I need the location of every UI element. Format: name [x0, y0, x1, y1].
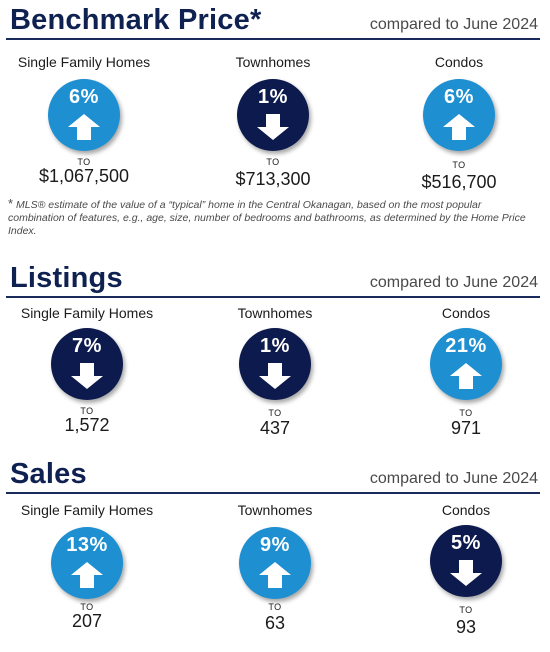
arrow-down-icon	[257, 114, 289, 140]
percent-change: 1%	[258, 86, 288, 108]
to-label: TO	[80, 406, 94, 416]
to-label: TO	[268, 408, 282, 418]
percent-change: 21%	[445, 335, 487, 357]
footnote-star: *	[8, 196, 14, 211]
listings-header: Listings compared to June 2024	[6, 258, 540, 298]
category-label: Single Family Homes	[17, 54, 151, 70]
value: 971	[450, 418, 482, 438]
benchmark-title: Benchmark Price*	[10, 4, 262, 36]
to-label: TO	[459, 408, 473, 418]
footnote-text: MLS® estimate of the value of a “typical…	[8, 199, 526, 237]
category-label: Condos	[434, 54, 484, 70]
to-label: TO	[266, 157, 280, 167]
arrow-down-icon	[450, 560, 482, 586]
category-label: Condos	[441, 305, 491, 321]
sales-subtitle: compared to June 2024	[369, 470, 538, 487]
arrow-up-icon	[71, 562, 103, 588]
arrow-up-icon	[443, 114, 475, 140]
change-badge: 1%	[237, 79, 309, 151]
percent-change: 5%	[451, 532, 481, 554]
change-badge: 1%	[239, 328, 311, 400]
percent-change: 6%	[444, 86, 474, 108]
value: 93	[455, 617, 477, 637]
to-label: TO	[268, 602, 282, 612]
to-label: TO	[77, 157, 91, 167]
benchmark-subtitle: compared to June 2024	[369, 16, 538, 33]
percent-change: 1%	[260, 335, 290, 357]
footnote: * MLS® estimate of the value of a “typic…	[8, 197, 536, 238]
percent-change: 9%	[260, 534, 290, 556]
benchmark-header: Benchmark Price* compared to June 2024	[6, 0, 540, 40]
value: 1,572	[64, 415, 110, 435]
to-label: TO	[459, 605, 473, 615]
listings-title: Listings	[10, 262, 123, 294]
change-badge: 6%	[423, 79, 495, 151]
percent-change: 7%	[72, 335, 102, 357]
change-badge: 5%	[430, 525, 502, 597]
to-label: TO	[452, 160, 466, 170]
sales-header: Sales compared to June 2024	[6, 454, 540, 494]
change-badge: 7%	[51, 328, 123, 400]
arrow-up-icon	[68, 114, 100, 140]
arrow-down-icon	[259, 363, 291, 389]
sales-section: Sales compared to June 2024 Single Famil…	[0, 454, 550, 652]
value: $1,067,500	[38, 166, 130, 186]
value: 437	[259, 418, 291, 438]
value: 63	[264, 613, 286, 633]
listings-section: Listings compared to June 2024 Single Fa…	[0, 258, 550, 448]
sales-title: Sales	[10, 458, 87, 490]
arrow-up-icon	[450, 363, 482, 389]
arrow-down-icon	[71, 363, 103, 389]
arrow-up-icon	[259, 562, 291, 588]
value: $713,300	[235, 169, 311, 189]
listings-subtitle: compared to June 2024	[369, 274, 538, 291]
percent-change: 13%	[66, 534, 108, 556]
category-label: Single Family Homes	[20, 305, 154, 321]
category-label: Townhomes	[235, 54, 311, 70]
category-label: Single Family Homes	[20, 502, 154, 518]
change-badge: 21%	[430, 328, 502, 400]
category-label: Townhomes	[237, 305, 313, 321]
change-badge: 13%	[51, 527, 123, 599]
value: 207	[71, 611, 103, 631]
category-label: Condos	[441, 502, 491, 518]
value: $516,700	[421, 172, 497, 192]
category-label: Townhomes	[237, 502, 313, 518]
to-label: TO	[80, 602, 94, 612]
percent-change: 6%	[69, 86, 99, 108]
change-badge: 9%	[239, 527, 311, 599]
benchmark-section: Benchmark Price* compared to June 2024 S…	[0, 0, 550, 250]
change-badge: 6%	[48, 79, 120, 151]
